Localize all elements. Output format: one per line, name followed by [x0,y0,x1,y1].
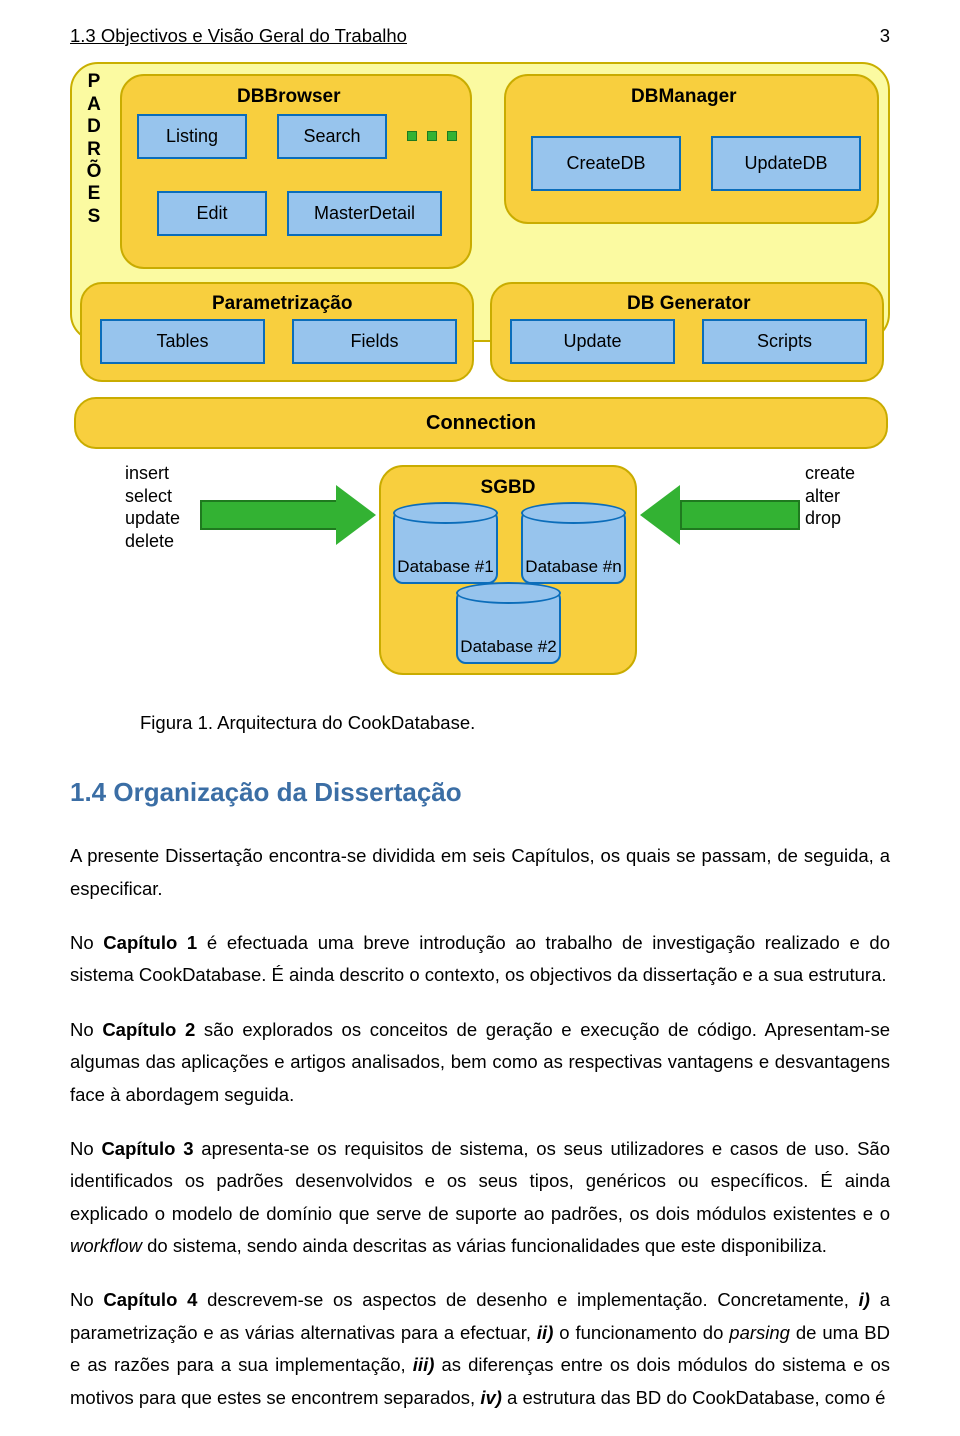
paragraph-cap2: No Capítulo 2 são explorados os conceito… [70,1014,890,1111]
padroes-container: P A D R Õ E S DBBrowser Listing Search E… [70,62,890,342]
figure-caption: Figura 1. Arquitectura do CookDatabase. [140,707,890,739]
ops-right: create alter drop [805,462,855,530]
arrow-left-body [200,500,338,530]
architecture-diagram: P A D R Õ E S DBBrowser Listing Search E… [70,62,890,682]
cell-createdb: CreateDB [531,136,681,191]
page-header: 1.3 Objectivos e Visão Geral do Trabalho… [70,20,890,52]
padroes-label: P A D R Õ E S [84,71,104,228]
arrow-right-body [680,500,800,530]
cell-update: Update [510,319,675,364]
paragraph-cap4: No Capítulo 4 descrevem-se os aspectos d… [70,1284,890,1414]
connection-box: Connection [74,397,888,449]
cyl-dbn: Database #n [521,509,626,584]
cyl-db2: Database #2 [456,589,561,664]
sgbd-box: SGBD Database #1 Database #n Database #2 [379,465,637,675]
arrow-right-head [640,485,680,545]
paragraph-intro: A presente Dissertação encontra-se divid… [70,840,890,905]
cell-fields: Fields [292,319,457,364]
ops-left: insert select update delete [125,462,180,552]
ellipsis-dots [407,131,457,141]
section-heading: 1.4 Organização da Dissertação [70,770,890,816]
paragraph-cap3: No Capítulo 3 apresenta-se os requisitos… [70,1133,890,1263]
cell-search: Search [277,114,387,159]
parametrizacao-title: Parametrização [212,287,352,320]
connection-label: Connection [426,406,536,441]
arrow-left-head [336,485,376,545]
dbgenerator-title: DB Generator [627,287,751,320]
dbbrowser-title: DBBrowser [237,80,340,113]
dbmanager-title: DBManager [631,80,737,113]
cell-updatedb: UpdateDB [711,136,861,191]
dbmanager-box: DBManager CreateDB UpdateDB [504,74,879,224]
dbgenerator-box: DB Generator Update Scripts [490,282,884,382]
cell-edit: Edit [157,191,267,236]
page-number: 3 [880,20,890,52]
paragraph-cap1: No Capítulo 1 é efectuada uma breve intr… [70,927,890,992]
section-title: 1.3 Objectivos e Visão Geral do Trabalho [70,20,407,52]
cell-tables: Tables [100,319,265,364]
parametrizacao-box: Parametrização Tables Fields [80,282,474,382]
sgbd-title: SGBD [381,471,635,504]
cyl-db1: Database #1 [393,509,498,584]
cell-listing: Listing [137,114,247,159]
cell-masterdetail: MasterDetail [287,191,442,236]
cell-scripts: Scripts [702,319,867,364]
dbbrowser-box: DBBrowser Listing Search Edit MasterDeta… [120,74,472,269]
